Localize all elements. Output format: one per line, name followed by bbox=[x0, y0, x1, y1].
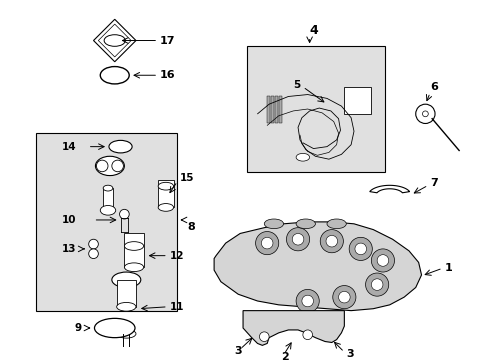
Ellipse shape bbox=[117, 329, 136, 338]
Circle shape bbox=[376, 255, 388, 266]
Ellipse shape bbox=[100, 206, 116, 215]
Circle shape bbox=[302, 330, 312, 339]
Text: 16: 16 bbox=[160, 70, 175, 80]
Circle shape bbox=[120, 210, 129, 219]
Text: 13: 13 bbox=[61, 244, 76, 254]
Bar bbox=[246, 46, 384, 172]
Circle shape bbox=[96, 160, 108, 172]
Bar bbox=[103, 188, 113, 207]
Bar bbox=[266, 96, 269, 123]
Ellipse shape bbox=[158, 203, 173, 211]
Polygon shape bbox=[243, 311, 344, 345]
Bar bbox=[344, 87, 370, 114]
Bar bbox=[274, 96, 277, 123]
Circle shape bbox=[292, 234, 303, 245]
Circle shape bbox=[415, 104, 434, 123]
Text: 9: 9 bbox=[74, 323, 81, 333]
Text: 3: 3 bbox=[234, 346, 242, 356]
Ellipse shape bbox=[296, 219, 315, 229]
Ellipse shape bbox=[117, 302, 136, 311]
Ellipse shape bbox=[88, 249, 98, 258]
Ellipse shape bbox=[264, 219, 283, 229]
Polygon shape bbox=[214, 222, 421, 311]
Text: 1: 1 bbox=[444, 263, 451, 273]
Ellipse shape bbox=[88, 239, 98, 249]
Circle shape bbox=[354, 243, 366, 255]
Text: 7: 7 bbox=[429, 178, 437, 188]
Circle shape bbox=[259, 332, 268, 342]
Ellipse shape bbox=[95, 156, 124, 176]
Circle shape bbox=[370, 279, 382, 291]
Text: 10: 10 bbox=[61, 215, 76, 225]
Ellipse shape bbox=[100, 67, 129, 84]
Circle shape bbox=[422, 111, 427, 117]
Ellipse shape bbox=[124, 263, 143, 271]
Circle shape bbox=[112, 160, 123, 172]
Ellipse shape bbox=[103, 185, 113, 191]
Text: 11: 11 bbox=[169, 302, 184, 312]
Text: 17: 17 bbox=[160, 36, 175, 45]
Bar bbox=[117, 280, 136, 307]
Ellipse shape bbox=[94, 318, 135, 338]
Text: 12: 12 bbox=[169, 251, 184, 261]
Text: 15: 15 bbox=[179, 174, 193, 184]
Text: 3: 3 bbox=[346, 349, 353, 359]
Circle shape bbox=[338, 291, 349, 303]
Ellipse shape bbox=[296, 153, 309, 161]
Ellipse shape bbox=[326, 219, 346, 229]
Ellipse shape bbox=[158, 182, 173, 190]
Bar bbox=[36, 133, 177, 311]
Ellipse shape bbox=[104, 35, 125, 46]
Circle shape bbox=[320, 230, 343, 253]
Bar bbox=[158, 180, 173, 207]
Text: 5: 5 bbox=[293, 80, 300, 90]
Text: 2: 2 bbox=[280, 352, 288, 360]
Text: 4: 4 bbox=[309, 24, 318, 37]
Circle shape bbox=[255, 231, 278, 255]
Ellipse shape bbox=[124, 242, 143, 250]
Circle shape bbox=[332, 285, 355, 309]
Text: 14: 14 bbox=[61, 141, 76, 152]
Ellipse shape bbox=[112, 272, 141, 288]
Bar bbox=[278, 96, 281, 123]
Circle shape bbox=[296, 289, 319, 312]
Bar bbox=[124, 234, 143, 267]
Circle shape bbox=[365, 273, 388, 296]
Circle shape bbox=[325, 235, 337, 247]
Circle shape bbox=[261, 237, 272, 249]
Ellipse shape bbox=[109, 140, 132, 153]
Circle shape bbox=[370, 249, 394, 272]
Text: 6: 6 bbox=[429, 82, 437, 92]
Circle shape bbox=[286, 228, 309, 251]
Bar bbox=[270, 96, 273, 123]
Circle shape bbox=[348, 237, 371, 261]
Circle shape bbox=[301, 295, 313, 307]
Text: 8: 8 bbox=[187, 222, 194, 232]
